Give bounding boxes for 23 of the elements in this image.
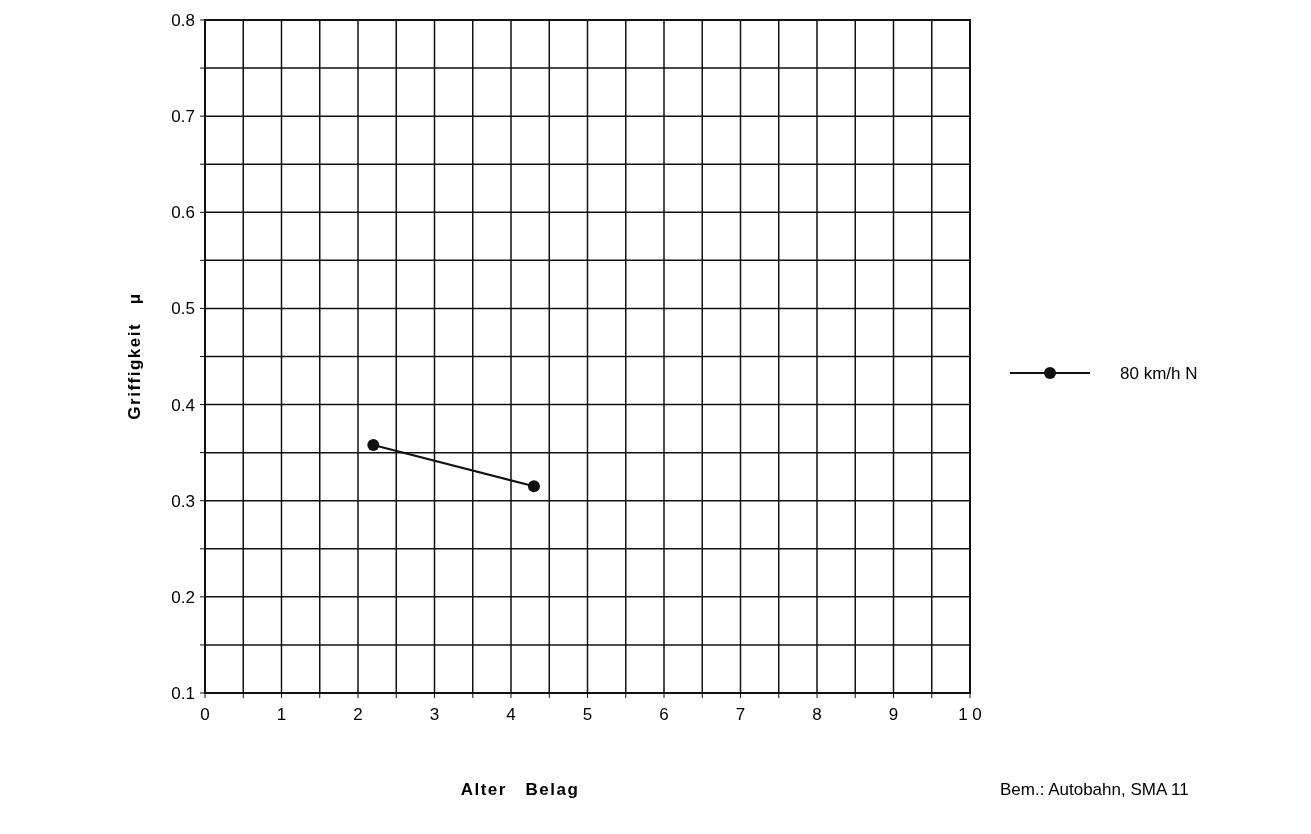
y-tick-label: 0.1 [171,684,195,703]
x-axis-title: Alter Belag [460,780,580,799]
y-tick-label: 0.2 [171,587,195,607]
x-tick-label: 2 [353,705,363,724]
y-tick-label: 0.7 [171,107,195,127]
x-tick-label: 9 [888,705,899,724]
x-tick-label: 8 [812,705,822,724]
x-tick-label: 5 [582,705,593,724]
x-tick-label: 3 [429,705,440,724]
y-tick-label: 0.5 [171,299,195,319]
y-tick-label: 0.3 [171,491,195,511]
x-tick-label: 6 [659,705,669,724]
legend-label: 80 km/h N [1120,364,1198,383]
x-tick-label: 7 [735,705,746,724]
y-axis-title: Griffigkeit μ [125,292,144,420]
y-tick-label: 0.4 [171,395,195,415]
y-tick-label: 0.6 [171,203,195,223]
x-tick-label: 0 [200,705,210,724]
text: Bem.: Autobahn, SMA 11 [1000,780,1189,799]
y-tick-label: 0.8 [171,11,195,30]
x-tick-label: 1 0 [958,705,982,724]
x-tick-label: 1 [276,705,287,724]
x-tick-label: 4 [506,705,516,724]
